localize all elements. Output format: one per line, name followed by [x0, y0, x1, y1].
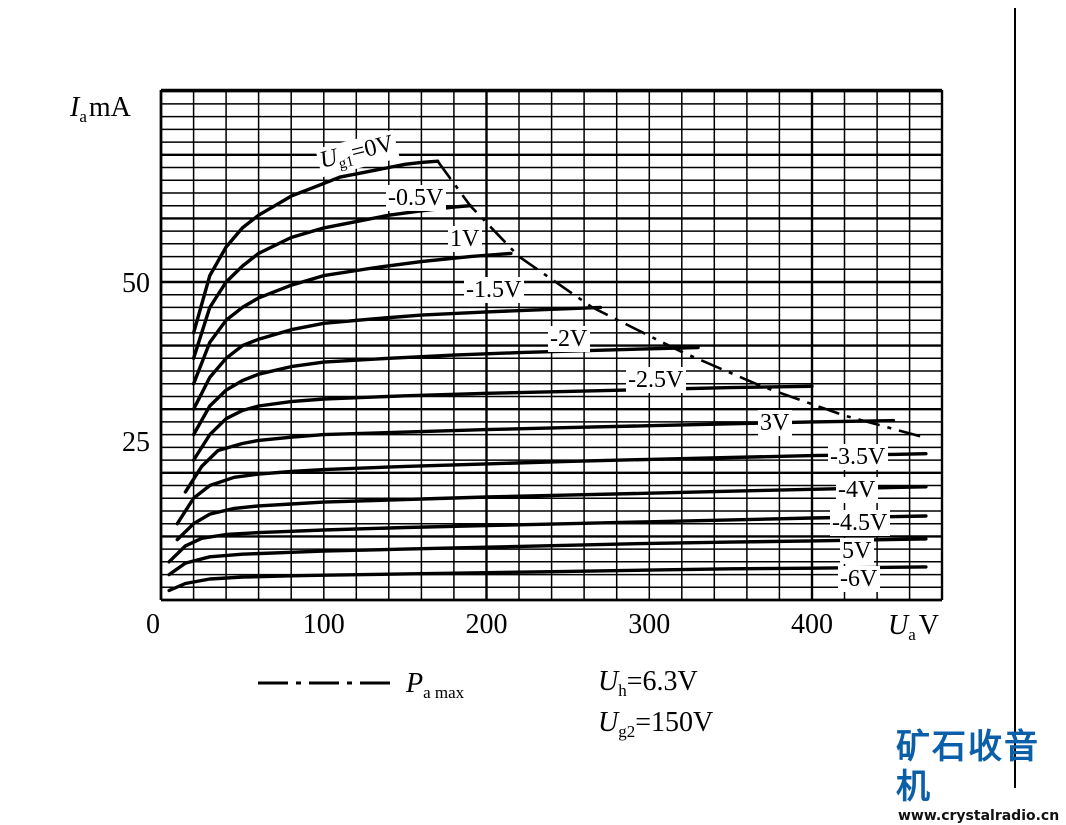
svg-text:-2.5V: -2.5V	[628, 367, 684, 393]
curve-8	[175, 452, 928, 526]
svg-text:Ug1=0V: Ug1=0V	[317, 130, 398, 176]
axis-ticks: 0 100 200 300 400 25 50	[122, 268, 833, 640]
vertical-divider	[1014, 8, 1016, 788]
svg-text:-4V: -4V	[838, 477, 876, 503]
curve-9	[175, 485, 928, 542]
curve-label-11: 5V	[840, 538, 874, 564]
svg-text:-0.5V: -0.5V	[388, 185, 444, 211]
curve-4	[191, 305, 603, 411]
condition-ug2: Ug2=150V	[598, 707, 713, 741]
svg-text:-1.5V: -1.5V	[466, 277, 522, 303]
x-tick-100: 100	[303, 609, 345, 640]
watermark: 矿石收音机 www.crystalradio.cn	[896, 727, 1066, 825]
x-axis-label: Ua V	[888, 610, 939, 644]
pa-max-line	[436, 160, 927, 440]
legend-pa-max-label: Pa max	[405, 668, 465, 702]
svg-text:3V: 3V	[760, 410, 790, 436]
condition-uh: Uh=6.3V	[598, 666, 698, 700]
svg-text:1V: 1V	[450, 226, 480, 252]
svg-text:-6V: -6V	[840, 566, 878, 592]
x-tick-300: 300	[628, 609, 670, 640]
curve-11	[167, 537, 928, 577]
curve-label-9: -4V	[836, 477, 878, 503]
curve-label-5: -2V	[548, 326, 590, 352]
curve-label-12: -6V	[838, 566, 880, 592]
curve-7	[183, 418, 896, 494]
y-axis-label: IamA	[69, 92, 132, 126]
curve-label-1: Ug1=0V	[315, 129, 400, 178]
curve-3	[191, 251, 513, 386]
curve-1	[191, 159, 440, 335]
watermark-url: www.crystalradio.cn	[898, 808, 1060, 824]
characteristic-curves	[167, 159, 928, 593]
curve-10	[167, 514, 928, 564]
svg-text:-3.5V: -3.5V	[830, 444, 886, 470]
x-tick-200: 200	[466, 609, 508, 640]
curve-label-3: 1V	[448, 226, 482, 252]
curve-label-6: -2.5V	[626, 367, 686, 393]
y-tick-25: 25	[122, 427, 150, 458]
curve-label-2: -0.5V	[386, 185, 446, 211]
svg-text:-4.5V: -4.5V	[832, 510, 888, 536]
watermark-title: 矿石收音机	[896, 727, 1040, 807]
y-tick-50: 50	[122, 268, 150, 299]
svg-text:-2V: -2V	[550, 326, 588, 352]
curve-12	[167, 565, 928, 593]
curve-label-4: -1.5V	[464, 277, 524, 303]
x-tick-0: 0	[146, 609, 160, 640]
x-tick-400: 400	[791, 609, 833, 640]
curve-label-7: 3V	[758, 410, 792, 436]
curve-label-8: -3.5V	[828, 444, 888, 470]
curve-label-10: -4.5V	[830, 510, 890, 536]
svg-text:5V: 5V	[842, 538, 872, 564]
pa-max-curve	[436, 160, 927, 440]
